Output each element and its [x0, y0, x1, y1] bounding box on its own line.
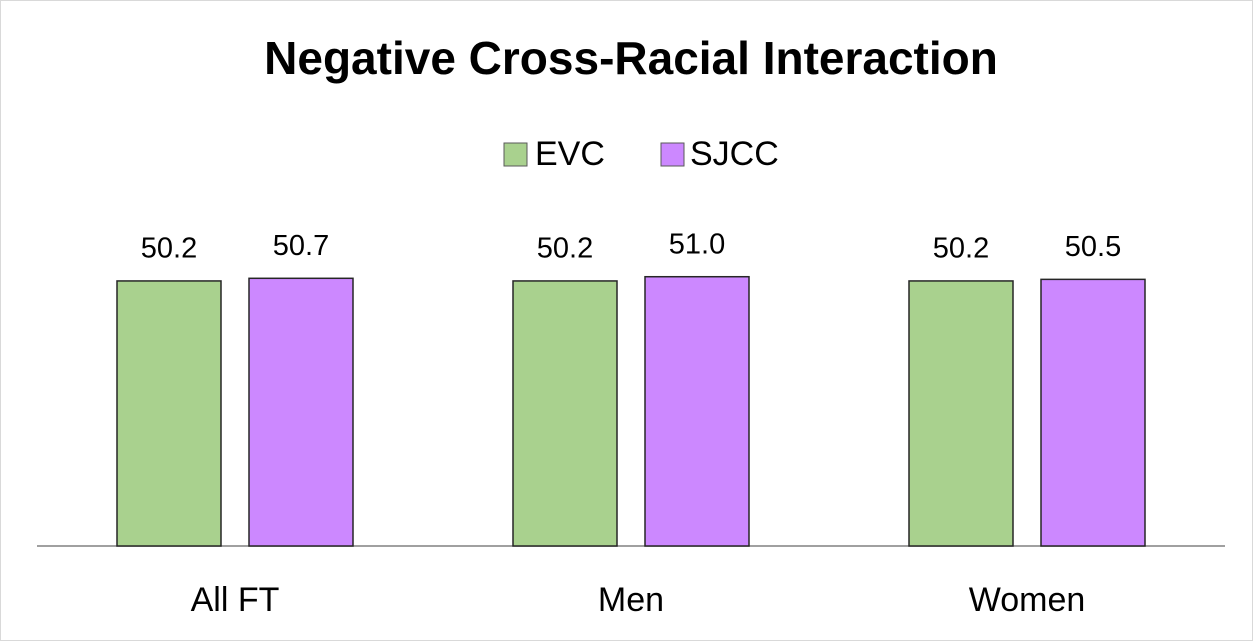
chart-title: Negative Cross-Racial Interaction [264, 32, 998, 84]
legend-swatch [503, 142, 528, 167]
legend: EVC SJCC [503, 135, 779, 173]
x-tick-label: Men [598, 581, 664, 619]
bar [644, 275, 750, 547]
x-tick-label: All FT [191, 581, 280, 619]
data-label: 50.2 [933, 233, 989, 265]
bar [116, 280, 222, 547]
legend-swatch [660, 142, 685, 167]
x-tick-label: Women [969, 581, 1086, 619]
legend-label: EVC [535, 135, 605, 173]
data-label: 50.7 [273, 230, 329, 262]
bar [908, 280, 1014, 547]
data-label: 50.2 [537, 233, 593, 265]
data-label: 50.5 [1065, 231, 1121, 263]
bar [248, 277, 354, 547]
legend-label: SJCC [690, 135, 779, 173]
bar [1040, 278, 1146, 547]
data-label: 50.2 [141, 233, 197, 265]
data-label: 51.0 [669, 228, 725, 260]
bar [512, 280, 618, 547]
